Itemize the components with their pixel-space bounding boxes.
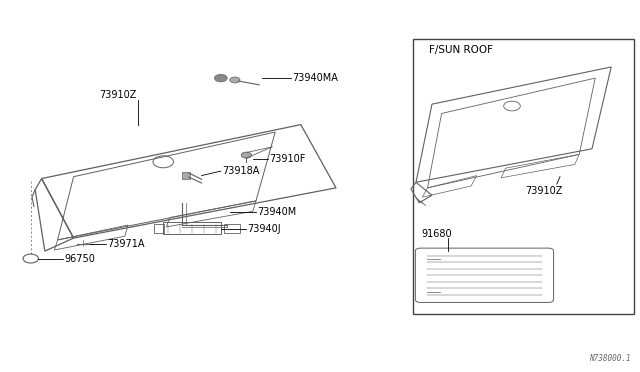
Text: 73918A: 73918A [222, 166, 259, 176]
Bar [413, 39, 634, 314]
Text: 73910Z: 73910Z [99, 90, 136, 100]
Circle shape [230, 77, 240, 83]
Bar [154, 224, 164, 232]
Text: 73910Z: 73910Z [525, 186, 562, 196]
Text: 73910F: 73910F [269, 154, 305, 164]
Text: 96750: 96750 [64, 254, 95, 263]
Text: 73940MA: 73940MA [292, 73, 339, 83]
Text: 91680: 91680 [421, 229, 452, 239]
Circle shape [241, 152, 252, 158]
Text: N738000.1: N738000.1 [589, 354, 630, 363]
Circle shape [214, 74, 227, 82]
Bar [182, 172, 190, 179]
Text: 73971A: 73971A [108, 239, 145, 248]
Text: 73940J: 73940J [248, 224, 282, 234]
Text: F/SUN ROOF: F/SUN ROOF [429, 45, 493, 55]
Bar [224, 224, 240, 232]
Text: 73940M: 73940M [257, 207, 296, 217]
Bar [163, 222, 221, 234]
